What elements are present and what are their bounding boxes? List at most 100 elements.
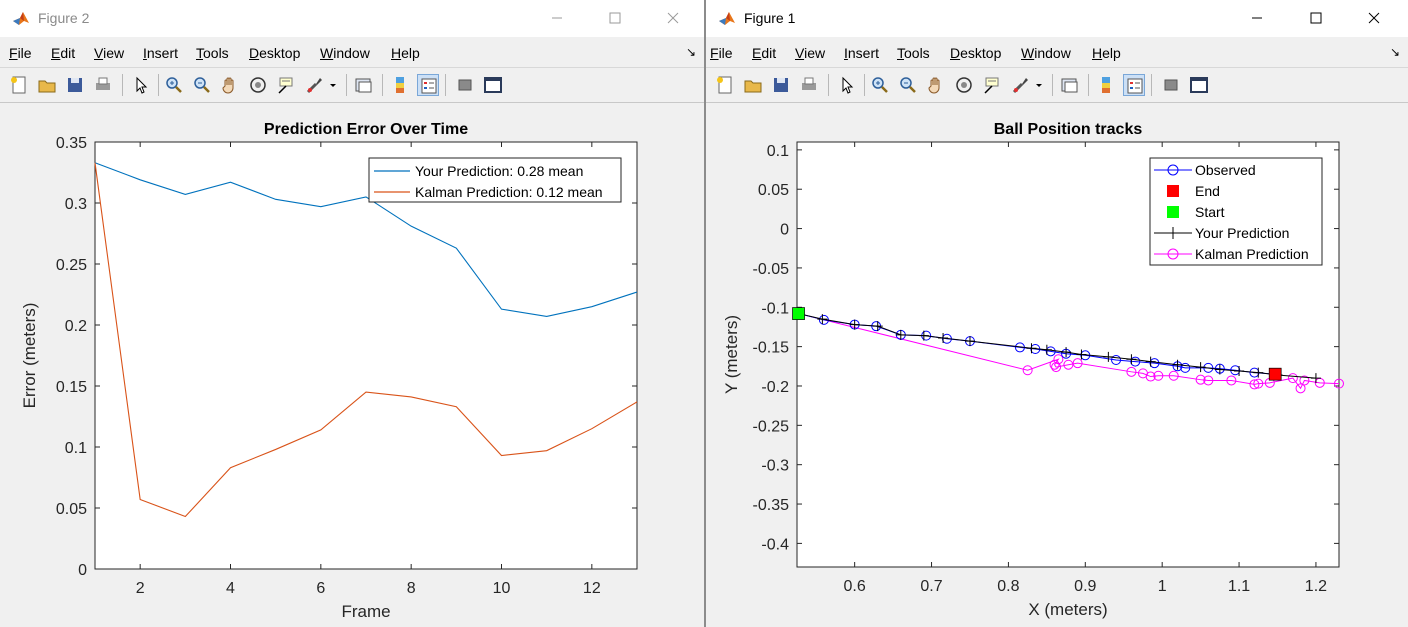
- menu-file[interactable]: File: [9, 45, 32, 61]
- link-plot-icon: [355, 78, 372, 93]
- close-button[interactable]: [1351, 4, 1397, 32]
- your-prediction-point: [938, 332, 949, 343]
- menu-tools[interactable]: Tools: [897, 45, 930, 61]
- zoom-out-button[interactable]: [897, 74, 919, 96]
- menu-insert[interactable]: Insert: [844, 45, 880, 61]
- hide-plot-tools-icon: [1164, 79, 1178, 91]
- link-plot-button[interactable]: [353, 74, 375, 96]
- dock-arrow-icon[interactable]: ↘: [1389, 45, 1400, 59]
- open-file-button[interactable]: [742, 74, 764, 96]
- your-prediction-point: [1234, 366, 1245, 377]
- insert-legend-button[interactable]: [417, 74, 439, 96]
- brush-dropdown-button[interactable]: [327, 74, 337, 96]
- data-cursor-button[interactable]: [275, 74, 297, 96]
- dock-arrow-icon[interactable]: ↘: [685, 45, 696, 59]
- menu-view[interactable]: View: [94, 45, 125, 61]
- open-file-icon: [744, 80, 762, 93]
- insert-colorbar-button[interactable]: [389, 74, 411, 96]
- save-button[interactable]: [64, 74, 86, 96]
- brush-button[interactable]: [1009, 74, 1031, 96]
- menu-bar: File Edit View Insert Tools Desktop Wind…: [706, 37, 1408, 67]
- menu-desktop[interactable]: Desktop: [950, 45, 1002, 61]
- your-prediction-point: [872, 321, 883, 332]
- your-prediction-point: [817, 314, 828, 325]
- your-prediction-point: [1253, 367, 1264, 378]
- new-figure-icon: [717, 76, 732, 94]
- kalman-prediction-point: [1203, 375, 1214, 386]
- kalman-prediction-point: [1334, 378, 1344, 389]
- rotate-3d-icon: [250, 77, 266, 93]
- your-prediction-point: [1195, 362, 1206, 373]
- zoom-out-icon: [194, 77, 210, 93]
- show-plot-tools-button[interactable]: [482, 74, 504, 96]
- menu-file[interactable]: File: [710, 45, 733, 61]
- menu-window[interactable]: Window: [1021, 45, 1071, 61]
- print-icon: [96, 77, 110, 90]
- insert-legend-button[interactable]: [1123, 74, 1145, 96]
- y-tick-label: 0.25: [56, 257, 87, 274]
- start-point: [792, 307, 805, 320]
- kalman-prediction-point: [1295, 383, 1306, 394]
- x-tick-label: 4: [226, 580, 235, 597]
- data-cursor-icon: [984, 77, 999, 94]
- print-button[interactable]: [798, 74, 820, 96]
- new-figure-button[interactable]: [714, 74, 736, 96]
- pan-button[interactable]: [925, 74, 947, 96]
- menu-insert[interactable]: Insert: [143, 45, 179, 61]
- menu-help[interactable]: Help: [391, 45, 420, 61]
- x-tick-label: 1.1: [1228, 578, 1250, 595]
- menu-window[interactable]: Window: [320, 45, 370, 61]
- menu-help[interactable]: Help: [1092, 45, 1121, 61]
- rotate-3d-button[interactable]: [247, 74, 269, 96]
- error-chart: 2 4 6 8 10 12 0 0.05 0.1 0.15 0.2 0.25 0.3 0.35 Predic…: [20, 121, 638, 621]
- observed-point: [1130, 356, 1141, 367]
- hide-plot-tools-button[interactable]: [1160, 74, 1182, 96]
- kalman-prediction-point: [1249, 379, 1260, 390]
- toolbar-separator: [1151, 74, 1152, 96]
- title-bar: Figure 2: [0, 0, 704, 37]
- position-chart: 0.6 0.7 0.8 0.9 1 1.1 1.2 0.1 0.05 0 -0.05 -0.1 -0.1…: [722, 121, 1344, 619]
- new-figure-button[interactable]: [8, 74, 30, 96]
- edit-plot-button[interactable]: [836, 74, 858, 96]
- rotate-3d-button[interactable]: [953, 74, 975, 96]
- maximize-button[interactable]: [1293, 4, 1339, 32]
- figure-2-window: Figure 2 File Edit View Insert Tools Des…: [0, 0, 704, 621]
- plot-area: [95, 142, 637, 569]
- show-plot-tools-button[interactable]: [1188, 74, 1210, 96]
- data-cursor-button[interactable]: [981, 74, 1003, 96]
- brush-dropdown-button[interactable]: [1033, 74, 1043, 96]
- menu-desktop[interactable]: Desktop: [249, 45, 301, 61]
- menu-edit[interactable]: Edit: [752, 45, 777, 61]
- zoom-in-button[interactable]: [869, 74, 891, 96]
- x-tick-label: 8: [407, 580, 416, 597]
- menu-view[interactable]: View: [795, 45, 826, 61]
- minimize-button[interactable]: [534, 4, 580, 32]
- close-button[interactable]: [650, 4, 696, 32]
- y-tick-label: -0.25: [753, 418, 790, 435]
- x-tick-label: 0.8: [997, 578, 1019, 595]
- hide-plot-tools-button[interactable]: [454, 74, 476, 96]
- link-plot-button[interactable]: [1059, 74, 1081, 96]
- menu-tools[interactable]: Tools: [196, 45, 229, 61]
- pan-button[interactable]: [219, 74, 241, 96]
- edit-plot-button[interactable]: [130, 74, 152, 96]
- insert-colorbar-button[interactable]: [1095, 74, 1117, 96]
- print-button[interactable]: [92, 74, 114, 96]
- open-file-button[interactable]: [36, 74, 58, 96]
- y-tick-label: -0.35: [753, 497, 790, 514]
- toolbar-separator: [1052, 74, 1053, 96]
- insert-colorbar-icon: [1102, 77, 1110, 93]
- maximize-button[interactable]: [592, 4, 638, 32]
- brush-button[interactable]: [303, 74, 325, 96]
- zoom-out-button[interactable]: [191, 74, 213, 96]
- your-prediction-point: [964, 336, 975, 347]
- zoom-in-button[interactable]: [163, 74, 185, 96]
- legend-label: Start: [1195, 204, 1225, 220]
- brush-dropdown-icon: [1036, 84, 1042, 87]
- menu-edit[interactable]: Edit: [51, 45, 76, 61]
- save-button[interactable]: [770, 74, 792, 96]
- legend-label: End: [1195, 183, 1220, 199]
- minimize-button[interactable]: [1234, 4, 1280, 32]
- kalman-prediction-point: [1145, 371, 1156, 382]
- x-axis-label: X (meters): [1028, 600, 1107, 619]
